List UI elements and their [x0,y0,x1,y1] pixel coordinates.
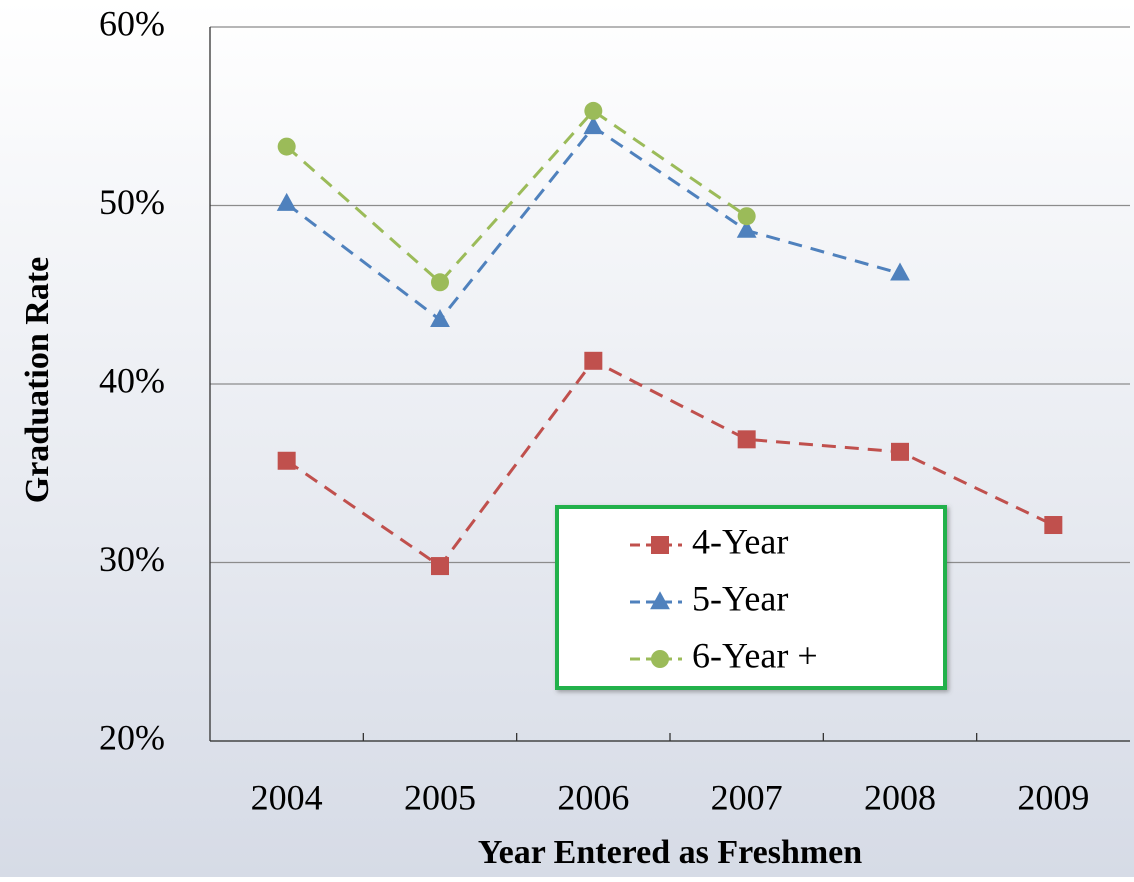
marker [584,101,603,120]
y-tick-label: 20% [99,717,165,757]
marker [277,137,296,156]
legend-label: 4-Year [692,521,788,561]
y-tick-label: 50% [99,182,165,222]
marker [651,536,669,554]
marker [737,207,756,226]
marker [890,262,910,281]
marker [431,557,449,576]
marker [736,219,757,238]
x-tick-label: 2008 [864,777,936,817]
marker [431,273,449,292]
marker [1044,516,1063,535]
x-axis-title: Year Entered as Freshmen [478,834,862,871]
marker [737,430,756,449]
y-tick-label: 40% [99,360,165,400]
marker [277,451,296,470]
x-tick-label: 2006 [557,777,629,817]
legend-label: 6-Year + [692,635,818,675]
series-line [285,108,748,285]
y-tick-label: 60% [99,3,165,43]
legend-label: 5-Year [692,578,788,618]
x-tick-label: 2004 [251,777,323,817]
marker [276,192,297,211]
marker [650,591,670,610]
legend-box [555,505,947,690]
y-tick-label: 30% [99,539,165,579]
x-tick-label: 2009 [1017,777,1089,817]
marker [891,442,909,461]
y-axis-title: Graduation Rate [19,257,56,504]
x-tick-label: 2005 [404,777,476,817]
marker [583,116,604,135]
marker [430,308,450,327]
marker [584,351,603,370]
x-tick-label: 2007 [711,777,783,817]
marker [651,650,669,668]
